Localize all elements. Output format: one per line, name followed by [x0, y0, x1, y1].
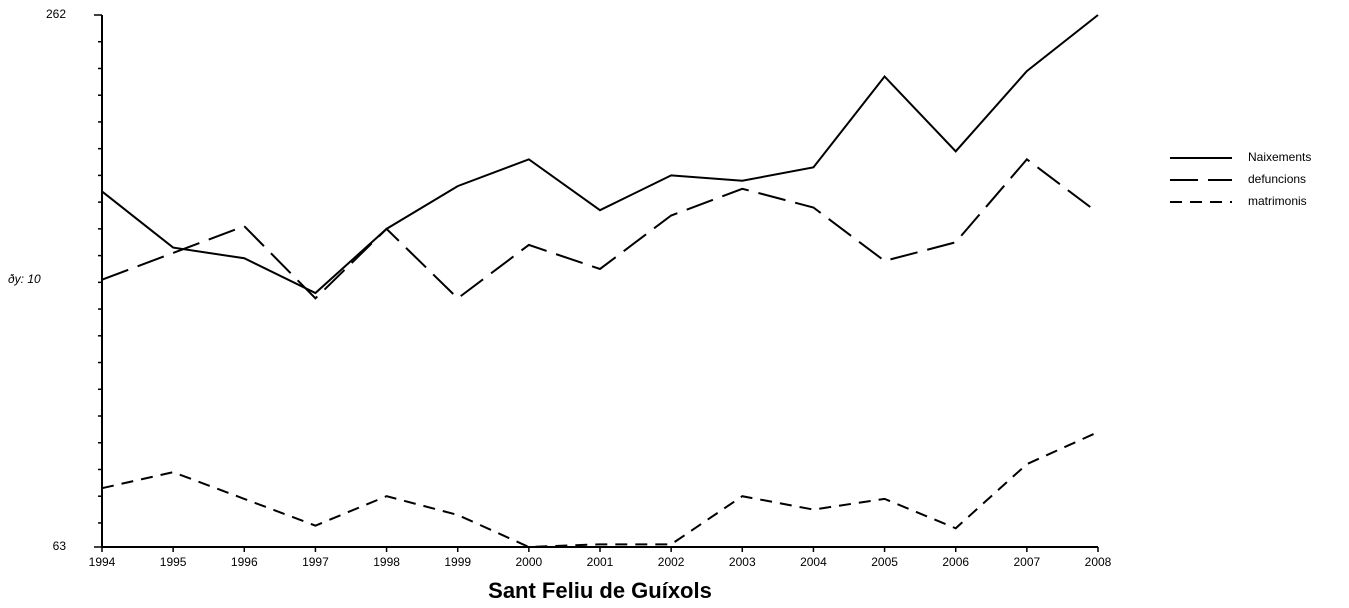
- legend-label: matrimonis: [1248, 194, 1307, 208]
- y-tick-label: 63: [53, 539, 67, 553]
- x-tick-label: 2002: [658, 555, 685, 569]
- legend-label: defuncions: [1248, 172, 1306, 186]
- x-tick-label: 2003: [729, 555, 756, 569]
- annotation: ðy: 10: [8, 272, 41, 286]
- x-tick-label: 2000: [516, 555, 543, 569]
- chart-title: Sant Feliu de Guíxols: [488, 578, 712, 603]
- x-tick-label: 2004: [800, 555, 827, 569]
- legend-label: Naixements: [1248, 150, 1311, 164]
- x-tick-label: 2005: [871, 555, 898, 569]
- x-tick-label: 1995: [160, 555, 187, 569]
- x-tick-label: 1996: [231, 555, 258, 569]
- series-line: [101, 14, 1099, 295]
- x-tick-label: 1998: [373, 555, 400, 569]
- x-tick-label: 1999: [444, 555, 471, 569]
- x-tick-label: 2006: [942, 555, 969, 569]
- series-line: [101, 157, 1099, 300]
- x-tick-label: 1997: [302, 555, 329, 569]
- x-tick-label: 1994: [89, 555, 116, 569]
- y-tick-label: 262: [46, 7, 66, 21]
- series-line: [101, 431, 1099, 549]
- x-tick-label: 2008: [1085, 555, 1112, 569]
- x-tick-label: 2001: [587, 555, 614, 569]
- x-tick-label: 2007: [1014, 555, 1041, 569]
